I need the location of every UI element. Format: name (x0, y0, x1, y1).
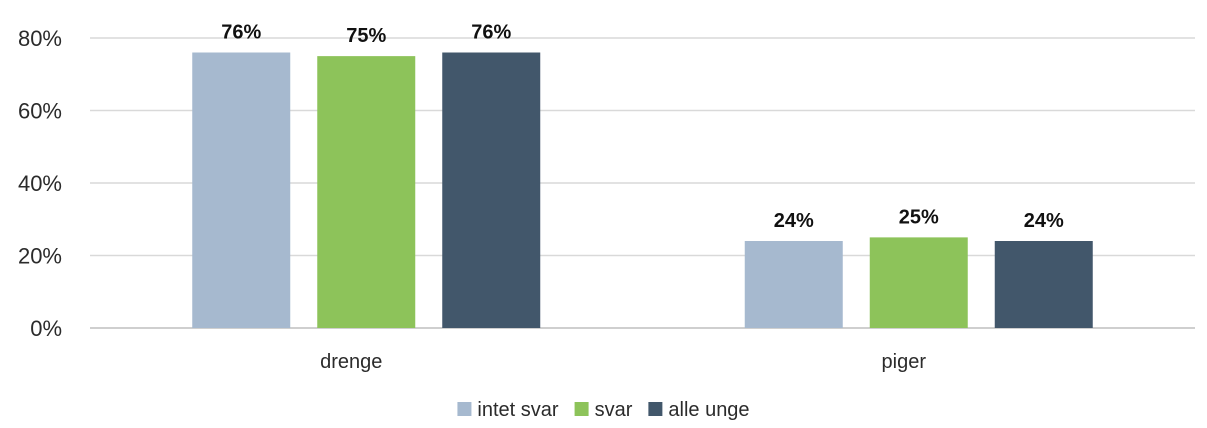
bar-drenge-1 (317, 56, 416, 328)
data-label: 25% (899, 206, 939, 228)
data-label: 76% (221, 22, 261, 44)
y-tick-label: 0% (30, 316, 62, 341)
legend-label: alle unge (668, 399, 749, 421)
bar-drenge-2 (442, 52, 541, 328)
legend-label: intet svar (477, 399, 558, 421)
bar-piger-2 (994, 241, 1093, 328)
data-label: 24% (774, 210, 814, 232)
legend-label: svar (595, 399, 633, 421)
x-category-label: drenge (320, 351, 382, 373)
bar-piger-0 (744, 241, 843, 328)
legend-swatch (574, 402, 589, 416)
x-category-label: piger (882, 351, 927, 373)
legend-swatch (457, 402, 472, 416)
y-tick-label: 80% (18, 26, 62, 51)
y-tick-label: 20% (18, 244, 62, 269)
data-label: 75% (346, 25, 386, 47)
bar-drenge-0 (192, 52, 291, 328)
y-tick-label: 40% (18, 171, 62, 196)
bar-piger-1 (869, 237, 968, 328)
data-label: 76% (471, 22, 511, 44)
legend-swatch (648, 402, 663, 416)
y-tick-label: 60% (18, 99, 62, 124)
data-label: 24% (1024, 210, 1064, 232)
